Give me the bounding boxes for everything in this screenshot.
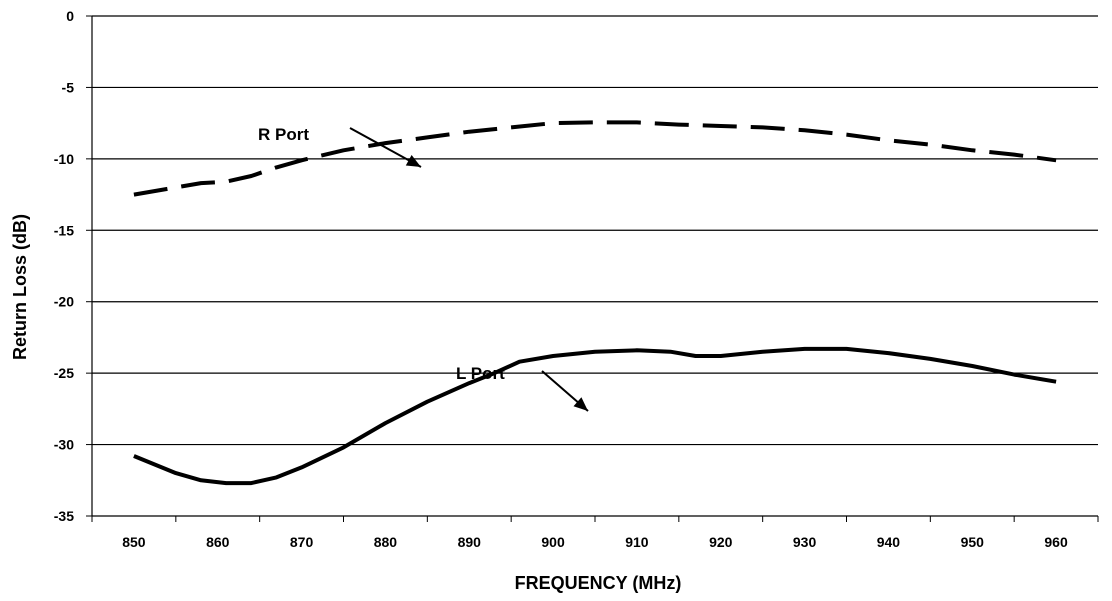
y-tick-label: -20 [54,294,74,310]
annotation-r-port-arrow [349,127,422,168]
x-tick-label: 890 [458,534,482,550]
x-tick-label: 870 [290,534,314,550]
annotation-r-port: R Port [258,125,309,144]
axes [91,16,1098,517]
arrow-head [405,155,421,167]
gridlines [92,15,1098,446]
y-axis-title: Return Loss (dB) [10,214,30,360]
series-line-r-port [133,120,1057,197]
x-axis-title: FREQUENCY (MHz) [515,573,682,593]
y-tick-label: -5 [62,79,75,95]
x-tick-label: 930 [793,534,817,550]
series-lines [133,120,1057,486]
x-tick-label: 950 [961,534,985,550]
y-tick-label: -30 [54,437,74,453]
x-tick-label: 850 [122,534,146,550]
x-tick-label: 900 [541,534,565,550]
arrow-head [573,397,588,411]
annotation-l-port-arrow [541,370,589,412]
x-tick-label: 960 [1044,534,1068,550]
y-tick-label: -25 [54,365,74,381]
y-tick-label: -35 [54,508,74,524]
x-tick-label: 920 [709,534,733,550]
y-axis-ticks: 0 -5 -10 -15 -20 -25 -30 -35 [54,8,92,524]
x-axis-ticks: 850 860 870 880 890 900 910 920 930 940 950 960 [91,516,1099,550]
x-tick-label: 860 [206,534,230,550]
series-line-l-port [133,346,1057,486]
y-tick-label: -10 [54,151,74,167]
x-tick-label: 940 [877,534,901,550]
y-tick-label: 0 [66,8,74,24]
y-tick-label: -15 [54,222,74,238]
x-tick-label: 910 [625,534,649,550]
annotation-l-port: L Port [456,364,505,383]
x-tick-label: 880 [374,534,398,550]
